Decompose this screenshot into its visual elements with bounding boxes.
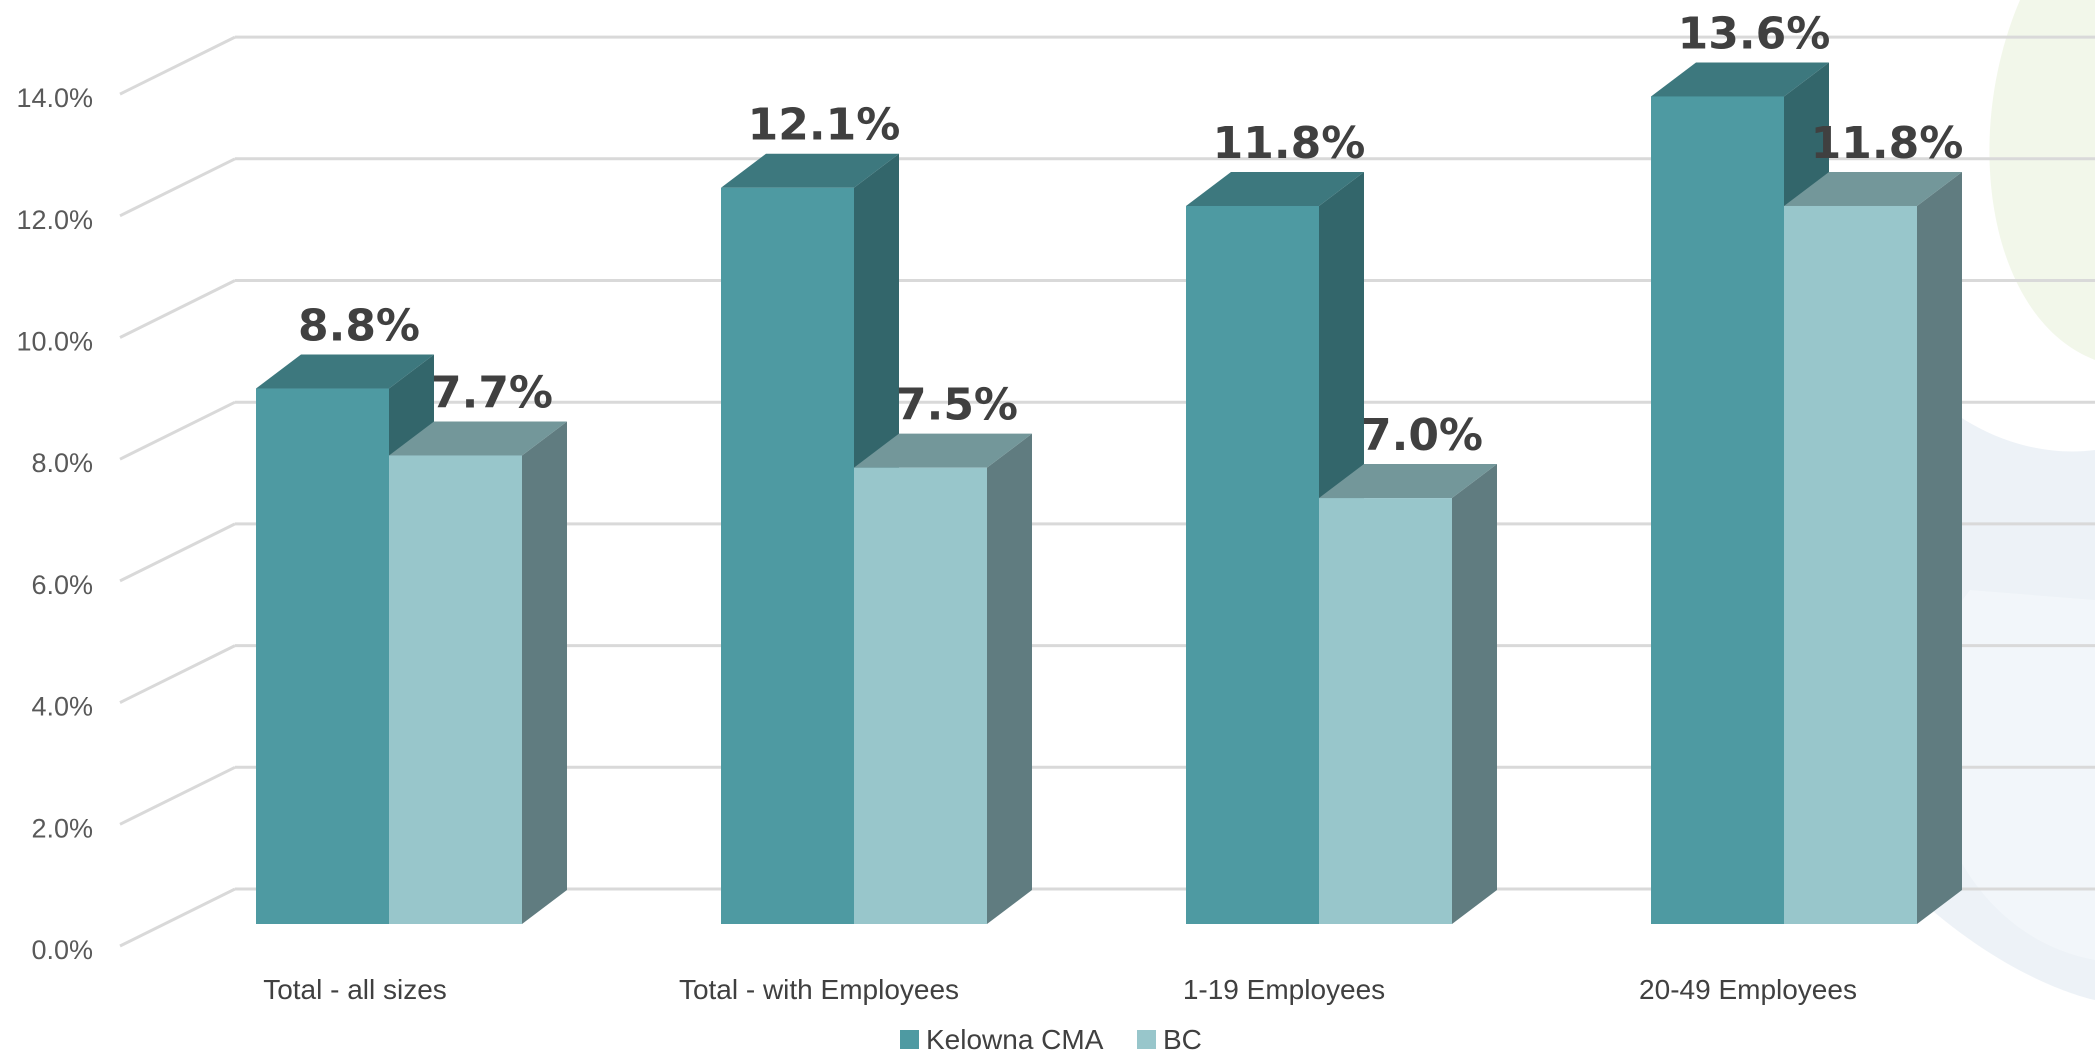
y-axis-ticks: 0.0% 2.0% 4.0% 6.0% 8.0% 10.0% 12.0% 14.0% [16, 83, 93, 965]
bar-top [1319, 464, 1497, 499]
gridline-depth [119, 887, 236, 948]
bar-front [389, 455, 522, 924]
bar-top [854, 433, 1032, 468]
legend: Kelowna CMA BC [900, 1024, 1202, 1054]
gridline-depth [119, 157, 236, 218]
bar-front [1319, 498, 1452, 924]
bar-top [389, 421, 567, 456]
data-labels: 8.8%7.7% 12.1% 7.5% 11.8% 7.0% 13.6% 11.8% [298, 8, 1963, 461]
gridline-depth [119, 279, 236, 339]
bar [854, 433, 1032, 924]
bar-top [1651, 62, 1829, 97]
x-category-label: Total - all sizes [263, 974, 447, 1005]
legend-swatch [900, 1030, 919, 1049]
data-label: 7.5% [896, 380, 1018, 431]
x-category-label: 1-19 Employees [1183, 974, 1385, 1005]
gridline-depth [119, 400, 236, 461]
y-tick-label: 8.0% [31, 448, 93, 478]
gridline-depth [119, 644, 236, 704]
bar-front [256, 388, 389, 924]
y-tick-label: 12.0% [16, 205, 93, 235]
data-label: 7.0% [1361, 410, 1483, 461]
bar-side [522, 421, 567, 924]
y-tick-label: 4.0% [31, 692, 93, 722]
data-label: 12.1% [748, 100, 901, 151]
data-label: 11.8% [1811, 118, 1964, 169]
data-label: 13.6% [1678, 8, 1831, 59]
bar-side [987, 433, 1032, 924]
bar [1319, 464, 1497, 924]
data-label: 8.8% [298, 301, 420, 352]
gridline-depth [119, 35, 236, 96]
bar-front [721, 187, 854, 925]
bar-side [1452, 464, 1497, 924]
bar-front [1186, 205, 1319, 925]
bar-side [1917, 171, 1962, 925]
data-label: 11.8% [1213, 118, 1366, 169]
bar-top [1784, 171, 1962, 206]
bar-front [854, 467, 987, 924]
bar-top [1186, 171, 1364, 206]
y-tick-label: 14.0% [16, 83, 93, 113]
y-tick-label: 0.0% [31, 935, 93, 965]
x-category-label: 20-49 Employees [1639, 974, 1857, 1005]
bar-top [256, 354, 434, 389]
bar-front [1784, 205, 1917, 925]
legend-swatch [1137, 1030, 1156, 1049]
bar [1784, 171, 1962, 925]
bar [389, 421, 567, 924]
legend-label: BC [1163, 1024, 1202, 1054]
x-axis-categories: Total - all sizes Total - with Employees 1… [263, 974, 1857, 1005]
y-tick-label: 6.0% [31, 570, 93, 600]
data-label: 7.7% [431, 367, 553, 418]
bar-front [1651, 96, 1784, 924]
y-tick-label: 10.0% [16, 327, 93, 357]
gridline-depth [119, 765, 236, 826]
bars [256, 62, 1962, 925]
x-category-label: Total - with Employees [679, 974, 959, 1005]
bar-top [721, 153, 899, 188]
gridline-depth [119, 522, 236, 583]
y-tick-label: 2.0% [31, 813, 93, 843]
legend-label: Kelowna CMA [926, 1024, 1104, 1054]
